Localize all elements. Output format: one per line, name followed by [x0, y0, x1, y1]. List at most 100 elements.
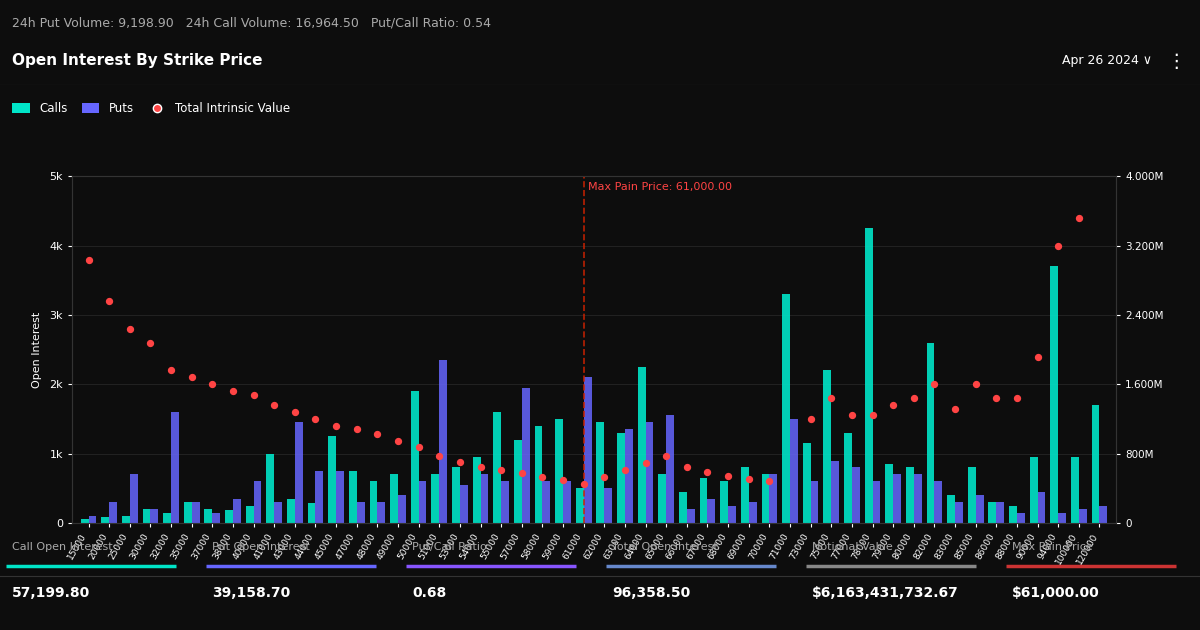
Bar: [646, 422, 654, 523]
Bar: [204, 509, 212, 523]
Bar: [906, 467, 914, 523]
Point: [1007, 393, 1026, 403]
Point: [863, 410, 882, 420]
Point: [182, 372, 202, 382]
Text: Notional Value: Notional Value: [812, 542, 893, 552]
Y-axis label: Open Interest: Open Interest: [32, 311, 42, 388]
Text: Apr 26 2024 ∨: Apr 26 2024 ∨: [1062, 54, 1152, 67]
Bar: [336, 471, 344, 523]
Bar: [790, 419, 798, 523]
Bar: [605, 488, 612, 523]
Point: [450, 457, 469, 467]
Text: ⋮: ⋮: [1166, 52, 1186, 71]
Point: [264, 400, 283, 410]
Point: [100, 296, 119, 306]
Bar: [886, 464, 893, 523]
Bar: [865, 228, 872, 523]
Bar: [329, 436, 336, 523]
Text: Open Interest By Strike Price: Open Interest By Strike Price: [12, 54, 263, 68]
Bar: [700, 478, 708, 523]
Bar: [914, 474, 922, 523]
Point: [1069, 213, 1088, 223]
Bar: [1016, 513, 1025, 523]
Bar: [419, 481, 426, 523]
Bar: [101, 517, 109, 523]
Bar: [534, 426, 542, 523]
Bar: [212, 513, 220, 523]
Text: $6,163,431,732.67: $6,163,431,732.67: [812, 585, 959, 600]
Bar: [150, 509, 158, 523]
Bar: [514, 440, 522, 523]
Point: [966, 379, 985, 389]
Bar: [439, 360, 448, 523]
Bar: [576, 488, 583, 523]
Point: [905, 393, 924, 403]
Bar: [996, 502, 1004, 523]
Point: [140, 338, 160, 348]
Bar: [287, 499, 295, 523]
Bar: [617, 433, 625, 523]
Point: [120, 324, 139, 334]
Bar: [749, 502, 756, 523]
Bar: [832, 461, 839, 523]
Point: [162, 365, 181, 375]
Bar: [679, 491, 686, 523]
Bar: [666, 416, 674, 523]
Bar: [1058, 513, 1066, 523]
Bar: [686, 509, 695, 523]
Point: [802, 414, 821, 424]
Bar: [955, 502, 962, 523]
Bar: [844, 433, 852, 523]
Bar: [163, 513, 172, 523]
Bar: [266, 454, 274, 523]
Bar: [184, 502, 192, 523]
Bar: [122, 516, 130, 523]
Bar: [473, 457, 480, 523]
Text: 0.68: 0.68: [412, 585, 446, 600]
Bar: [782, 294, 790, 523]
Bar: [542, 481, 551, 523]
Point: [677, 462, 696, 472]
Text: 96,358.50: 96,358.50: [612, 585, 690, 600]
Point: [925, 379, 944, 389]
Bar: [253, 481, 262, 523]
Bar: [989, 502, 996, 523]
Point: [698, 467, 718, 477]
Bar: [803, 444, 811, 523]
Text: $61,000.00: $61,000.00: [1012, 585, 1099, 600]
Bar: [659, 474, 666, 523]
Text: Put/Call Ratio: Put/Call Ratio: [412, 542, 487, 552]
Point: [636, 458, 655, 468]
Bar: [295, 422, 302, 523]
Bar: [109, 502, 116, 523]
Point: [739, 474, 758, 484]
Point: [842, 410, 862, 420]
Point: [347, 423, 366, 433]
Point: [326, 421, 346, 431]
Bar: [720, 481, 728, 523]
Point: [533, 472, 552, 482]
Bar: [583, 377, 592, 523]
Point: [719, 471, 738, 481]
Bar: [1079, 509, 1087, 523]
Bar: [1030, 457, 1038, 523]
Bar: [1050, 266, 1058, 523]
Bar: [307, 503, 316, 523]
Bar: [708, 499, 715, 523]
Point: [367, 429, 386, 439]
Text: Call Open Interest: Call Open Interest: [12, 542, 113, 552]
Bar: [143, 509, 150, 523]
Bar: [1099, 505, 1108, 523]
Point: [883, 400, 902, 410]
Bar: [522, 387, 529, 523]
Bar: [172, 412, 179, 523]
Legend: Calls, Puts, Total Intrinsic Value: Calls, Puts, Total Intrinsic Value: [12, 102, 290, 115]
Bar: [356, 502, 365, 523]
Bar: [811, 481, 818, 523]
Bar: [926, 343, 935, 523]
Point: [616, 465, 635, 475]
Text: Max Pain Price: Max Pain Price: [1012, 542, 1093, 552]
Bar: [377, 502, 385, 523]
Bar: [596, 422, 605, 523]
Bar: [89, 516, 96, 523]
